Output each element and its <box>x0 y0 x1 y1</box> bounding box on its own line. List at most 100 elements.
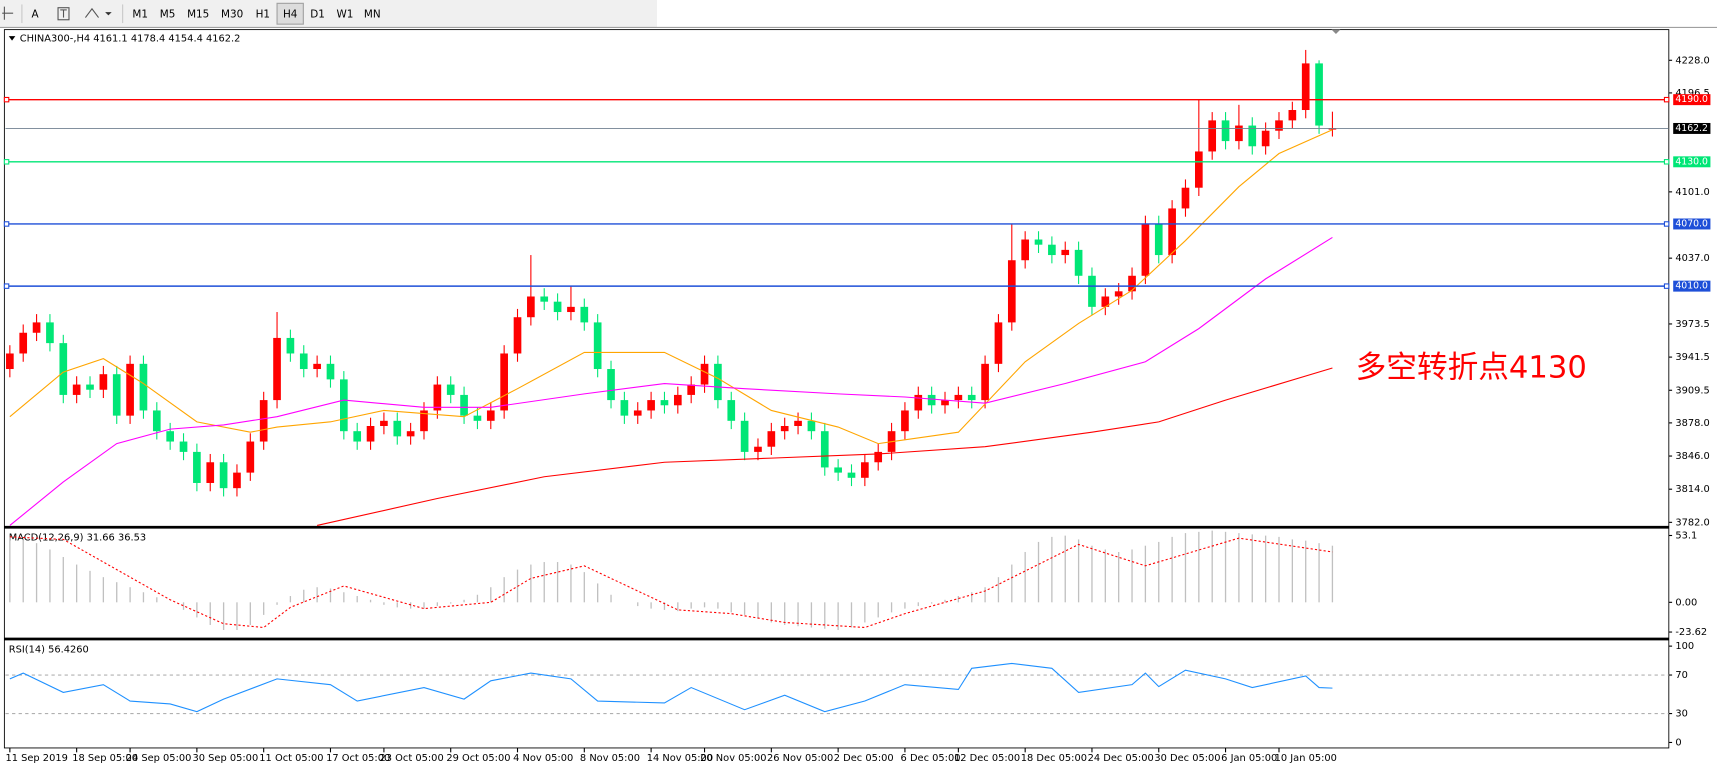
level-label: 4010.0 <box>1675 281 1708 292</box>
candle-body <box>46 322 54 344</box>
candle-body <box>633 410 642 416</box>
candle-body <box>847 472 856 478</box>
level-anchor <box>3 221 10 227</box>
x-tick-label: 2 Dec 05:00 <box>834 753 894 764</box>
candle-body <box>647 400 655 411</box>
panel-title: MACD(12,26,9) 31.66 36.53 <box>9 533 146 544</box>
timeframe-button[interactable]: M30 <box>221 8 243 20</box>
candle-body <box>32 322 41 333</box>
toolbar: A M1 M5 M15 M30 H1 H4 D1 W1 MN <box>0 0 1717 28</box>
candle-body <box>553 301 562 313</box>
candle-body <box>139 363 148 411</box>
x-tick-label: 14 Nov 05:00 <box>647 753 713 764</box>
candle-body <box>380 420 388 426</box>
timeframe-button[interactable]: MN <box>364 8 381 20</box>
candle-body <box>1114 291 1123 297</box>
candle-body <box>740 420 749 452</box>
candle-body <box>126 363 134 416</box>
x-tick-label: 17 Oct 05:00 <box>326 753 390 764</box>
chart-shift-marker <box>1331 29 1341 34</box>
timeframe-button-bg[interactable] <box>304 3 331 25</box>
candle-body <box>727 400 736 421</box>
crosshair-icon[interactable] <box>2 6 14 20</box>
candle-body <box>99 374 108 390</box>
timeframe-button[interactable]: H4 <box>283 8 298 20</box>
shapes-tool[interactable] <box>84 7 112 18</box>
timeframe-button[interactable]: D1 <box>310 8 325 20</box>
candle-body <box>19 332 28 354</box>
y-tick-label: 3973.5 <box>1675 319 1709 330</box>
y-tick-label: 3846.0 <box>1675 451 1709 462</box>
candle-body <box>1021 239 1029 261</box>
level-anchor <box>3 283 10 289</box>
level-label-bg <box>1673 218 1711 230</box>
timeframe-button-bg[interactable] <box>215 3 249 25</box>
timeframe-button-bg[interactable] <box>359 3 386 25</box>
candle-body <box>1128 275 1136 292</box>
level-anchor <box>3 96 10 103</box>
candle-body <box>246 441 255 473</box>
x-tick-label: 8 Nov 05:00 <box>580 753 640 764</box>
level-label-bg <box>1673 280 1711 292</box>
panel-title: CHINA300-,H4 4161.1 4178.4 4154.4 4162.2 <box>20 33 241 44</box>
candle-body <box>1248 125 1257 147</box>
candle-body <box>874 451 883 463</box>
candle-body <box>1195 151 1203 188</box>
candle-body <box>1034 239 1043 245</box>
x-tick-label: 18 Sep 05:00 <box>72 753 138 764</box>
x-tick-label: 24 Sep 05:00 <box>126 753 192 764</box>
candle-body <box>834 467 842 473</box>
timeframe-button-bg[interactable] <box>331 3 359 25</box>
x-tick-label: 18 Dec 05:00 <box>1021 753 1087 764</box>
candle-body <box>233 472 241 489</box>
candle-body <box>420 410 428 432</box>
candle-body <box>700 363 709 385</box>
y-tick-label: 3941.5 <box>1675 352 1709 363</box>
timeframe-button-bg[interactable] <box>154 3 181 25</box>
y-tick-label: 0 <box>1675 737 1681 748</box>
candle-body <box>967 394 976 401</box>
timeframe-button[interactable]: M15 <box>187 8 209 20</box>
candle-body <box>393 420 402 437</box>
y-tick-label: 100 <box>1675 641 1694 652</box>
label-tool[interactable] <box>57 7 70 21</box>
candle-body <box>673 394 682 406</box>
candle-body <box>901 410 909 432</box>
y-tick-label: 53.1 <box>1675 530 1697 541</box>
text-tool[interactable]: A <box>31 8 39 20</box>
candle-body <box>1288 110 1297 121</box>
candle-body <box>1048 244 1056 256</box>
y-tick-label: 30 <box>1675 709 1688 720</box>
candle-body <box>219 462 228 489</box>
candle-body <box>527 296 535 318</box>
candle-body <box>754 446 762 452</box>
timeframe-button-bg[interactable] <box>127 3 154 25</box>
candle-body <box>914 394 923 411</box>
timeframe-button[interactable]: M1 <box>132 8 148 20</box>
chart-frame <box>3 29 1670 749</box>
x-tick-label: 30 Sep 05:00 <box>193 753 259 764</box>
candle-body <box>513 317 522 354</box>
level-label-bg <box>1673 156 1711 168</box>
candle-body <box>780 425 789 432</box>
candle-body <box>340 379 348 432</box>
timeframe-button[interactable]: H1 <box>256 8 270 20</box>
timeframe-button[interactable]: M5 <box>160 8 176 20</box>
candle-body <box>72 384 81 395</box>
candle-body <box>620 400 629 416</box>
candle-body <box>1181 187 1190 209</box>
y-tick-label: 3782.0 <box>1675 517 1709 528</box>
candle-body <box>567 306 575 313</box>
y-tick-label: 3814.0 <box>1675 484 1709 495</box>
y-tick-label: 3878.0 <box>1675 418 1709 429</box>
timeframe-button[interactable]: W1 <box>336 8 353 20</box>
candle-body <box>1275 120 1283 131</box>
candle-body <box>927 394 936 406</box>
candle-body <box>714 363 722 401</box>
timeframe-button-bg[interactable] <box>181 3 215 25</box>
candle-body <box>433 384 442 411</box>
candle-body <box>1221 120 1230 142</box>
timeframe-button-bg[interactable] <box>276 2 304 25</box>
timeframe-button-bg[interactable] <box>249 3 276 25</box>
